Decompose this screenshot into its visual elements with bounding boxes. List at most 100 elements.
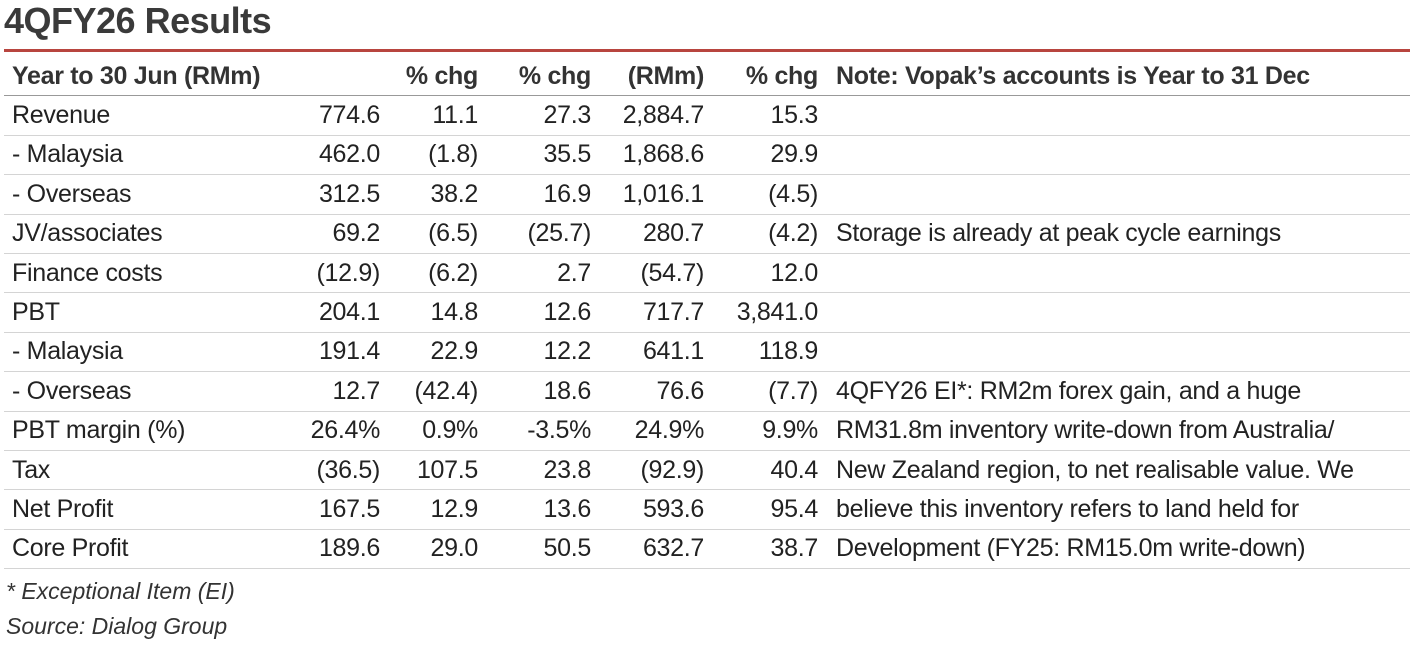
- row-note: RM31.8m inventory write-down from Austra…: [822, 411, 1410, 451]
- cell-value: 38.7: [708, 529, 822, 570]
- table-row: Finance costs (12.9) (6.2) 2.7 (54.7) 12.0: [4, 253, 1410, 294]
- table-row: - Overseas 12.7 (42.4) 18.6 76.6 (7.7) 4QFY26 …: [4, 371, 1410, 412]
- table-row: PBT 204.1 14.8 12.6 717.7 3,841.0: [4, 292, 1410, 333]
- cell-value: 2.7: [482, 253, 595, 294]
- row-label: Net Profit: [4, 489, 290, 530]
- cell-value: (42.4): [384, 371, 482, 412]
- cell-value: -3.5%: [482, 411, 595, 451]
- cell-value: 15.3: [708, 95, 822, 136]
- row-note: [822, 253, 1410, 294]
- cell-value: (6.2): [384, 253, 482, 294]
- row-label: Revenue: [4, 95, 290, 136]
- cell-value: 280.7: [595, 214, 708, 254]
- cell-value: 118.9: [708, 332, 822, 373]
- header-row: Year to 30 Jun (RMm)% chg% chg (RMm)% chg…: [4, 57, 1410, 97]
- header-note: Note: Vopak’s accounts is Year to 31 Dec: [822, 57, 1410, 97]
- cell-value: (4.2): [708, 214, 822, 254]
- cell-value: 22.9: [384, 332, 482, 373]
- cell-value: 717.7: [595, 292, 708, 333]
- header-cell: % chg: [482, 57, 595, 97]
- cell-value: 24.9%: [595, 411, 708, 451]
- row-note: [822, 332, 1410, 373]
- cell-value: 9.9%: [708, 411, 822, 451]
- cell-value: 18.6: [482, 371, 595, 412]
- table-row: Net Profit 167.5 12.9 13.6 593.6 95.4 believe …: [4, 489, 1410, 530]
- cell-value: 29.9: [708, 135, 822, 176]
- row-label: Core Profit: [4, 529, 290, 570]
- cell-value: 38.2: [384, 174, 482, 215]
- header-cell: % chg: [708, 57, 822, 97]
- row-note: Development (FY25: RM15.0m write-down): [822, 529, 1410, 570]
- title-rule: [4, 49, 1410, 52]
- row-label: - Overseas: [4, 371, 290, 412]
- row-note: [822, 174, 1410, 215]
- cell-value: 12.2: [482, 332, 595, 373]
- row-label: PBT: [4, 292, 290, 333]
- table-row: Core Profit 189.6 29.0 50.5 632.7 38.7 Develop…: [4, 529, 1410, 570]
- footnote: * Exceptional Item (EI): [6, 578, 235, 604]
- cell-value: 1,868.6: [595, 135, 708, 176]
- header-cell: % chg: [384, 57, 482, 97]
- row-label: Tax: [4, 450, 290, 491]
- cell-value: 3,841.0: [708, 292, 822, 333]
- row-note: 4QFY26 EI*: RM2m forex gain, and a huge: [822, 371, 1410, 412]
- cell-value: 12.9: [384, 489, 482, 530]
- cell-value: (92.9): [595, 450, 708, 491]
- row-note: New Zealand region, to net realisable va…: [822, 450, 1410, 491]
- cell-value: 312.5: [290, 174, 384, 215]
- cell-value: 12.7: [290, 371, 384, 412]
- table-row: - Overseas 312.5 38.2 16.9 1,016.1 (4.5): [4, 174, 1410, 215]
- row-label: PBT margin (%): [4, 411, 290, 451]
- cell-value: 462.0: [290, 135, 384, 176]
- header-cell: (RMm): [595, 57, 708, 97]
- cell-value: 14.8: [384, 292, 482, 333]
- cell-value: 107.5: [384, 450, 482, 491]
- cell-value: 12.6: [482, 292, 595, 333]
- table-row: JV/associates 69.2 (6.5) (25.7) 280.7 (4.2) St…: [4, 214, 1410, 254]
- cell-value: (6.5): [384, 214, 482, 254]
- cell-value: (25.7): [482, 214, 595, 254]
- row-label: - Overseas: [4, 174, 290, 215]
- cell-value: (7.7): [708, 371, 822, 412]
- cell-value: 13.6: [482, 489, 595, 530]
- row-label: JV/associates: [4, 214, 290, 254]
- cell-value: 1,016.1: [595, 174, 708, 215]
- cell-value: 189.6: [290, 529, 384, 570]
- row-label: - Malaysia: [4, 332, 290, 373]
- cell-value: (12.9): [290, 253, 384, 294]
- header-cell: [290, 57, 384, 97]
- cell-value: 593.6: [595, 489, 708, 530]
- source: Source: Dialog Group: [6, 613, 228, 639]
- cell-value: (54.7): [595, 253, 708, 294]
- cell-value: 27.3: [482, 95, 595, 136]
- cell-value: 76.6: [595, 371, 708, 412]
- row-label: - Malaysia: [4, 135, 290, 176]
- row-note: [822, 292, 1410, 333]
- cell-value: 40.4: [708, 450, 822, 491]
- cell-value: (4.5): [708, 174, 822, 215]
- cell-value: 2,884.7: [595, 95, 708, 136]
- cell-value: 26.4%: [290, 411, 384, 451]
- cell-value: (1.8): [384, 135, 482, 176]
- table-row: Revenue 774.6 11.1 27.3 2,884.7 15.3: [4, 95, 1410, 136]
- cell-value: 50.5: [482, 529, 595, 570]
- table-row: - Malaysia 191.4 22.9 12.2 641.1 118.9: [4, 332, 1410, 373]
- header-cell: Year to 30 Jun (RMm): [4, 57, 290, 97]
- row-note: Storage is already at peak cycle earning…: [822, 214, 1410, 254]
- cell-value: (36.5): [290, 450, 384, 491]
- table-row: Tax (36.5) 107.5 23.8 (92.9) 40.4 New Zealand …: [4, 450, 1410, 491]
- cell-value: 11.1: [384, 95, 482, 136]
- cell-value: 23.8: [482, 450, 595, 491]
- cell-value: 16.9: [482, 174, 595, 215]
- cell-value: 632.7: [595, 529, 708, 570]
- cell-value: 69.2: [290, 214, 384, 254]
- table-row: - Malaysia 462.0 (1.8) 35.5 1,868.6 29.9: [4, 135, 1410, 176]
- row-note: believe this inventory refers to land he…: [822, 489, 1410, 530]
- cell-value: 204.1: [290, 292, 384, 333]
- table-row: PBT margin (%) 26.4% 0.9% -3.5% 24.9% 9.9% RM3…: [4, 411, 1410, 451]
- cell-value: 12.0: [708, 253, 822, 294]
- title: 4QFY26 Results: [4, 0, 272, 41]
- cell-value: 191.4: [290, 332, 384, 373]
- cell-value: 774.6: [290, 95, 384, 136]
- row-note: [822, 135, 1410, 176]
